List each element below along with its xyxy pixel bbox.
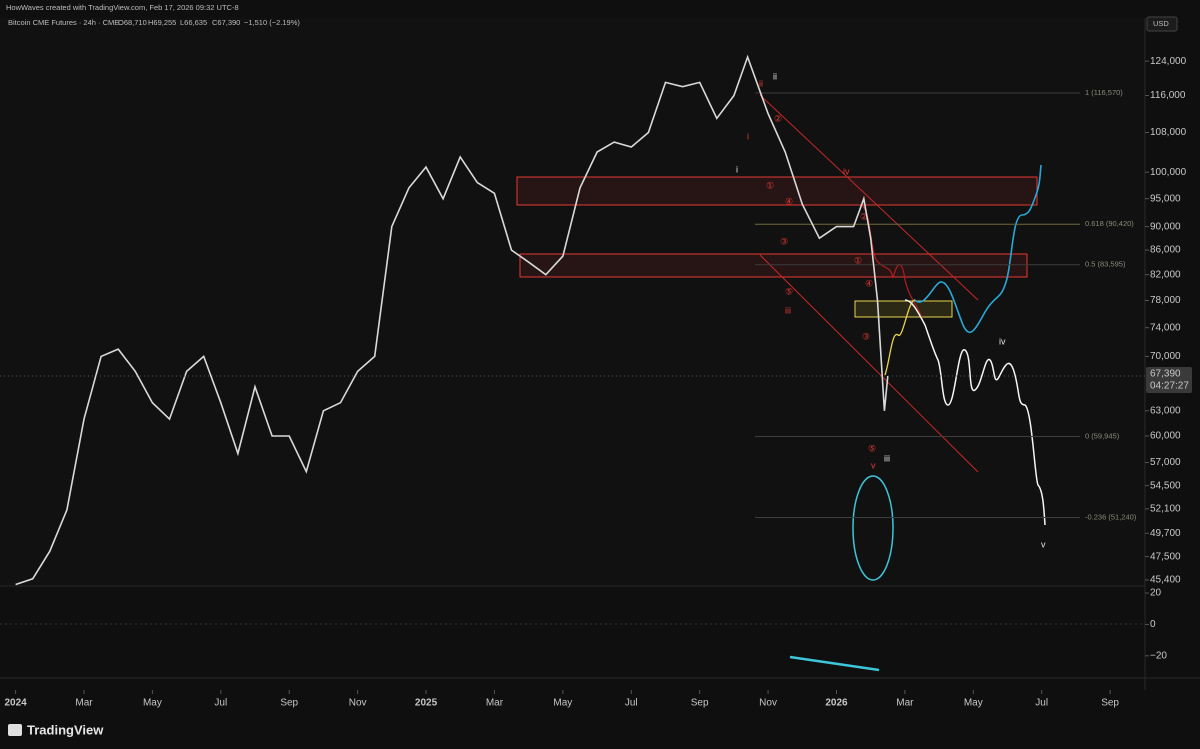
x-tick-label: Sep: [691, 698, 709, 709]
osc-tick-label: 20: [1150, 588, 1162, 599]
wave-label: v: [871, 460, 876, 470]
target-zone: [854, 300, 953, 318]
x-tick-label: Mar: [486, 698, 504, 709]
x-tick-label: May: [143, 698, 162, 709]
x-tick-label: Mar: [896, 698, 914, 709]
ohlc-low: L66,635: [180, 18, 207, 27]
subwave-label: ③: [780, 236, 788, 246]
y-tick-label: 63,000: [1150, 405, 1181, 416]
resistance-zone: [519, 253, 1028, 278]
y-tick-label: 100,000: [1150, 167, 1187, 178]
x-tick-label: Sep: [280, 698, 298, 709]
subwave-label: ②: [774, 113, 782, 123]
wave-label: iv: [843, 166, 850, 176]
fib-label: -0.236 (51,240): [1085, 512, 1137, 521]
subwave-label: ⑤: [868, 443, 876, 453]
ohlc-open: O68,710: [118, 18, 147, 27]
wave-label: i: [736, 164, 738, 174]
x-tick-label: Jul: [625, 698, 638, 709]
wave-label: iii: [884, 453, 890, 463]
x-tick-label: 2026: [825, 698, 848, 709]
y-tick-label: 74,000: [1150, 322, 1181, 333]
y-tick-label: 45,400: [1150, 575, 1181, 586]
logo-icon: [8, 724, 22, 736]
wave-label: iv: [999, 336, 1006, 346]
ohlc-change: −1,510 (−2.19%): [244, 18, 300, 27]
osc-tick-label: 0: [1150, 619, 1156, 630]
price-pane: [0, 18, 1145, 585]
y-tick-label: 57,000: [1150, 457, 1181, 468]
fib-label: 0.618 (90,420): [1085, 219, 1134, 228]
y-tick-label: 108,000: [1150, 127, 1187, 138]
y-tick-label: 47,500: [1150, 551, 1181, 562]
last-price-box: [1146, 367, 1192, 394]
subwave-label: ④: [785, 196, 793, 206]
currency[interactable]: USD: [1153, 19, 1169, 28]
wave-label: v: [1041, 539, 1046, 549]
ohlc-close: C67,390: [212, 18, 240, 27]
footer-brand: TradingView: [27, 722, 104, 737]
channel-line: [759, 254, 979, 473]
x-tick-label: May: [964, 698, 983, 709]
wave-label: i: [747, 131, 749, 141]
fib-label: 0.5 (83,595): [1085, 260, 1126, 269]
symbol-name: Bitcoin CME Futures · 24h · CME: [8, 18, 119, 27]
subwave-label: ①: [854, 255, 862, 265]
y-tick-label: 82,000: [1150, 269, 1181, 280]
wave-label: ii: [759, 78, 763, 88]
volume-highlight: [852, 475, 894, 581]
x-tick-label: Sep: [1101, 698, 1119, 709]
y-tick-label: 70,000: [1150, 351, 1181, 362]
subwave-label: ②: [860, 211, 868, 221]
projection-red: [861, 204, 923, 319]
y-tick-label: 95,000: [1150, 193, 1181, 204]
last-price-label: 67,390: [1150, 369, 1181, 380]
y-tick-label: 60,000: [1150, 431, 1181, 442]
resistance-zone: [516, 176, 1038, 206]
header: HowWaves created with TradingView.com, F…: [6, 3, 239, 12]
fib-label: 1 (116,570): [1085, 88, 1123, 97]
x-tick-label: May: [553, 698, 572, 709]
projection-yellow: [884, 299, 916, 376]
y-tick-label: 52,100: [1150, 504, 1181, 515]
osc-tick-label: −20: [1150, 650, 1167, 661]
channel-line: [759, 94, 979, 301]
y-tick-label: 49,700: [1150, 528, 1181, 539]
wave-label: ii: [773, 71, 777, 81]
projection-white: [904, 299, 1046, 526]
countdown: 04:27:27: [1150, 381, 1189, 392]
subwave-label: ③: [862, 331, 870, 341]
ohlc-high: H69,255: [148, 18, 176, 27]
x-tick-label: Jul: [214, 698, 227, 709]
wave-label: iii: [785, 305, 791, 315]
subwave-label: ⑤: [785, 286, 793, 296]
fib-label: 0 (59,945): [1085, 431, 1120, 440]
y-tick-label: 78,000: [1150, 295, 1181, 306]
y-tick-label: 86,000: [1150, 245, 1181, 256]
x-tick-label: Nov: [759, 698, 777, 709]
subwave-label: ①: [766, 180, 774, 190]
x-tick-label: 2025: [415, 698, 438, 709]
x-tick-label: Mar: [75, 698, 93, 709]
subwave-label: ④: [865, 278, 873, 288]
y-tick-label: 54,500: [1150, 480, 1181, 491]
y-tick-label: 90,000: [1150, 221, 1181, 232]
y-tick-label: 116,000: [1150, 90, 1186, 101]
projection-blue: [914, 164, 1042, 334]
x-tick-label: 2024: [4, 698, 27, 709]
x-tick-label: Jul: [1035, 698, 1048, 709]
price-line: [15, 54, 889, 586]
y-tick-label: 124,000: [1150, 56, 1187, 67]
x-tick-label: Nov: [349, 698, 367, 709]
divergence-line: [789, 655, 880, 672]
currency-button[interactable]: [1146, 16, 1178, 32]
footer-logo: TradingView: [8, 722, 104, 737]
